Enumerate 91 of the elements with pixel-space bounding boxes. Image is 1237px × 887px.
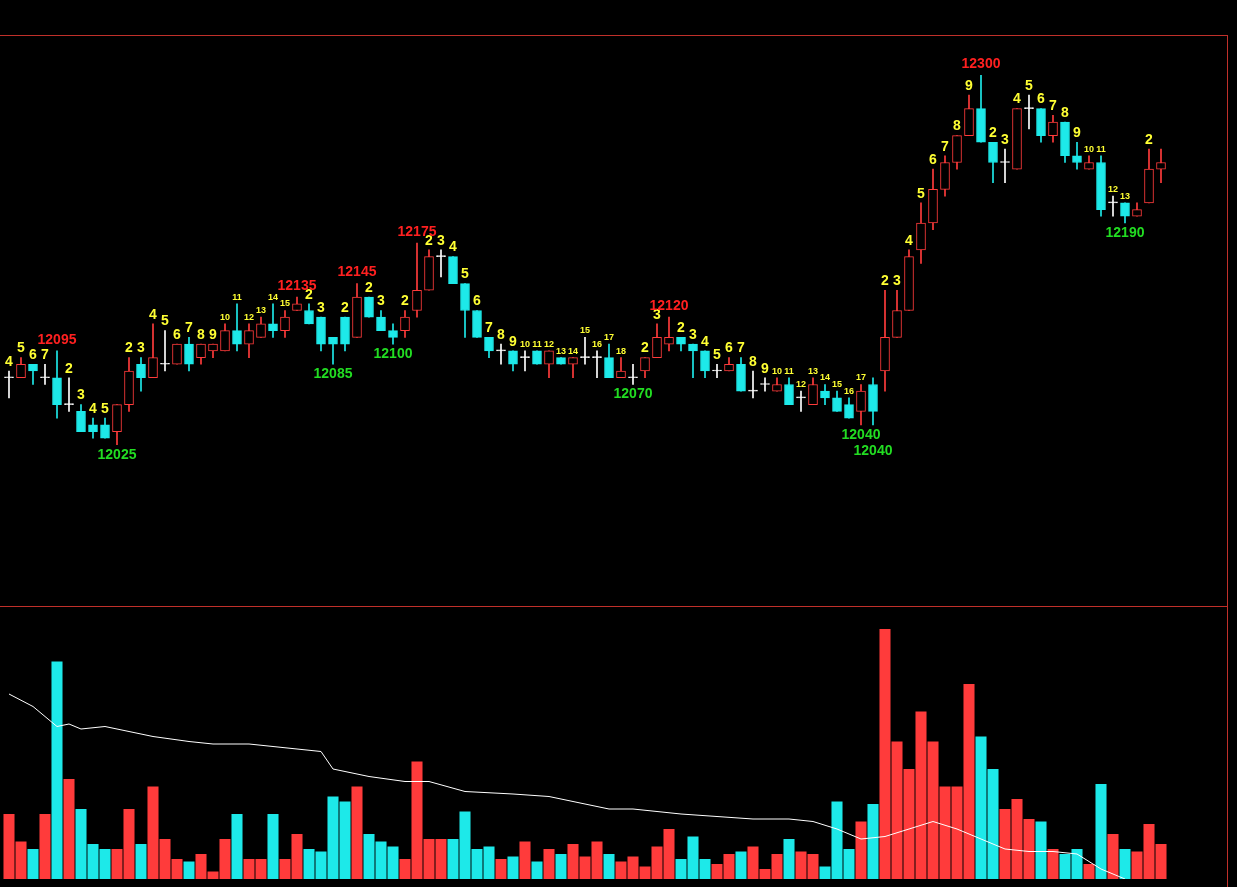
- text: 10: [771, 365, 783, 376]
- text: 7: [737, 339, 745, 356]
- text: 16: [843, 385, 855, 396]
- text: 2: [677, 319, 685, 336]
- text: 3: [77, 386, 85, 403]
- text: 6: [29, 346, 37, 363]
- text: 9: [509, 332, 517, 349]
- text: 15: [279, 298, 291, 309]
- text: 2: [1145, 130, 1153, 147]
- text: 7: [941, 137, 949, 154]
- text: 13: [555, 345, 567, 356]
- text: 11: [784, 365, 794, 376]
- text: 5: [17, 339, 25, 356]
- text: 10: [519, 338, 531, 349]
- text: 2: [401, 292, 409, 309]
- text: 8: [749, 352, 757, 369]
- annotation: 12070: [613, 385, 653, 402]
- annotation: 12300: [961, 54, 1001, 71]
- text: 5: [1025, 77, 1033, 94]
- annotation: 12095: [37, 330, 77, 347]
- text: 12: [795, 379, 807, 390]
- text: 3: [1001, 130, 1009, 147]
- text: 2: [641, 339, 649, 356]
- text: 5: [713, 346, 721, 363]
- text: 12: [543, 338, 555, 349]
- text: 3: [689, 325, 697, 342]
- text: 3: [893, 272, 901, 289]
- annotation: 12145: [337, 263, 377, 280]
- text: 17: [603, 332, 615, 343]
- text: 9: [965, 77, 973, 94]
- text: 3: [137, 339, 145, 356]
- annotation: 12040: [853, 441, 893, 458]
- text: 9: [761, 359, 769, 376]
- text: 13: [255, 305, 267, 316]
- text: 2: [881, 272, 889, 289]
- text: 3: [437, 231, 445, 248]
- text: 4: [5, 352, 13, 369]
- text: 14: [567, 345, 579, 356]
- text: 4: [905, 231, 913, 248]
- text: 10: [219, 311, 231, 322]
- text: 8: [953, 117, 961, 134]
- text: 11: [232, 291, 242, 302]
- text: 13: [807, 365, 819, 376]
- annotation: 12040: [841, 425, 881, 442]
- text: 4: [449, 238, 457, 255]
- text: 4: [89, 399, 97, 416]
- text: 8: [497, 325, 505, 342]
- text: 6: [173, 325, 181, 342]
- annotation: 12025: [97, 445, 137, 462]
- text: 18: [615, 345, 627, 356]
- text: 4: [701, 332, 709, 349]
- text: 16: [591, 338, 603, 349]
- text: 2: [65, 359, 73, 376]
- text: 10: [1083, 143, 1095, 154]
- text: 5: [161, 312, 169, 329]
- text: 6: [929, 151, 937, 168]
- text: 17: [855, 372, 867, 383]
- text: 15: [831, 379, 843, 390]
- text: 12: [1107, 184, 1119, 195]
- text: 3: [317, 299, 325, 316]
- text: 12: [243, 311, 255, 322]
- text: 9: [209, 325, 217, 342]
- text: 6: [1037, 90, 1045, 107]
- text: 11: [1096, 143, 1106, 154]
- annotation: 12190: [1105, 223, 1145, 240]
- text: 4: [1013, 90, 1021, 107]
- text: 2: [365, 278, 373, 295]
- text: 15: [579, 325, 591, 336]
- text: 7: [41, 346, 49, 363]
- text: 8: [1061, 103, 1069, 120]
- text: 3: [377, 292, 385, 309]
- annotation: 12100: [373, 344, 413, 361]
- annotation: 12085: [313, 365, 353, 382]
- text: 14: [819, 372, 831, 383]
- text: 6: [725, 339, 733, 356]
- text: 5: [461, 265, 469, 282]
- text: 2: [989, 124, 997, 141]
- text: 8: [197, 325, 205, 342]
- text: 11: [532, 338, 542, 349]
- text: 5: [917, 184, 925, 201]
- text: 7: [185, 319, 193, 336]
- text: 2: [341, 299, 349, 316]
- text: 4: [149, 305, 157, 322]
- text: 2: [125, 339, 133, 356]
- text: 7: [1049, 97, 1057, 114]
- text: 9: [1073, 124, 1081, 141]
- text: 6: [473, 292, 481, 309]
- text: 13: [1119, 190, 1131, 201]
- text: 7: [485, 319, 493, 336]
- text: 14: [267, 291, 279, 302]
- text: 5: [101, 399, 109, 416]
